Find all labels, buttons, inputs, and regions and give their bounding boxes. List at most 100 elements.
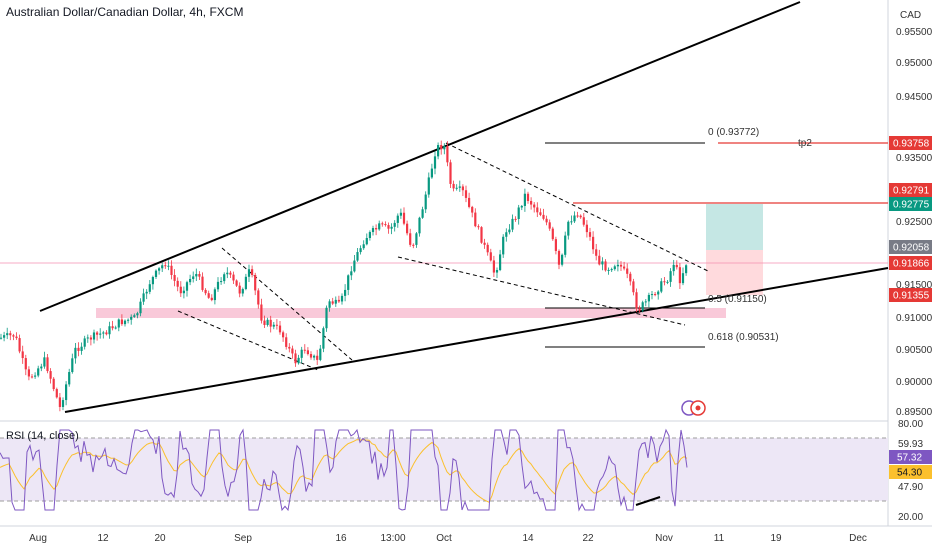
candle-body — [418, 217, 421, 234]
candle-body — [18, 338, 21, 352]
candle-body — [610, 269, 613, 271]
candle-body — [368, 232, 371, 239]
rsi-tick-label: 20.00 — [898, 512, 923, 523]
candle-body — [127, 319, 130, 321]
candle-body — [402, 212, 406, 224]
price-tag-label: 0.93758 — [893, 139, 930, 150]
price-axis[interactable]: 0.955000.950000.945000.935000.930000.925… — [889, 27, 932, 418]
price-tag-label: 0.91866 — [893, 259, 930, 270]
event-icons[interactable] — [681, 400, 706, 416]
candle-body — [241, 289, 244, 294]
candle-body — [46, 357, 49, 372]
time-tick-label: 20 — [154, 533, 166, 544]
candle-body — [582, 217, 585, 225]
candle-body — [120, 319, 123, 325]
candle-body — [117, 319, 120, 328]
candle-body — [421, 209, 424, 218]
candle-body — [235, 280, 238, 286]
candle-body — [189, 278, 192, 283]
time-axis[interactable]: Aug 12 20 Sep 16 13:00 Oct 14 22 Nov 11 19 Dec — [29, 533, 867, 544]
candle-body — [3, 335, 6, 338]
price-tick-label: 0.95500 — [896, 27, 932, 38]
price-tick-label: 0.89500 — [896, 407, 932, 418]
price-tag — [889, 256, 932, 270]
candle-body — [195, 273, 198, 277]
rsi-tick-label: 59.93 — [898, 439, 923, 450]
time-tick-label: 14 — [522, 533, 534, 544]
candle-body — [148, 284, 151, 292]
candle-body — [415, 233, 418, 245]
candle-body — [588, 232, 592, 237]
candle-body — [102, 332, 105, 334]
candle-body — [542, 214, 545, 219]
rsi-value-tag — [889, 465, 932, 479]
candle-body — [71, 358, 74, 373]
candle-body — [381, 223, 384, 225]
candle-body — [151, 277, 154, 285]
candle-body — [567, 221, 570, 236]
candle-body — [371, 228, 375, 233]
candle-body — [458, 186, 461, 188]
candle-body — [660, 281, 663, 292]
time-tick-label: Oct — [436, 533, 452, 544]
candle-body — [406, 223, 409, 234]
candle-body — [86, 337, 89, 339]
candle-body — [396, 215, 399, 223]
candle-body — [443, 146, 446, 150]
candle-body — [319, 348, 322, 360]
candle-body — [291, 348, 294, 354]
candle-body — [282, 332, 285, 338]
candle-body — [632, 281, 635, 293]
candle-body — [80, 346, 83, 351]
rsi-tick-label: 80.00 — [898, 419, 923, 430]
candle-body — [263, 320, 266, 325]
currency-label: CAD — [900, 10, 921, 21]
candle-body — [663, 281, 666, 283]
price-tag — [889, 288, 932, 302]
candle-body — [474, 212, 477, 227]
candle-body — [585, 224, 588, 233]
price-tick-label: 0.95000 — [896, 58, 932, 69]
candle-body — [49, 371, 52, 379]
candle-body — [455, 187, 458, 189]
candle-body — [340, 295, 344, 302]
rsi-value-label: 54.30 — [897, 468, 922, 479]
candle-body — [545, 218, 548, 223]
candle-body — [579, 215, 582, 218]
price-tag — [889, 197, 932, 211]
candle-body — [9, 333, 12, 336]
candle-body — [666, 281, 669, 283]
candle-body — [570, 221, 573, 223]
price-tag — [889, 240, 932, 254]
candle-body — [409, 233, 412, 245]
price-tick-label: 0.92500 — [896, 217, 932, 228]
candle-body — [514, 218, 517, 220]
chart-title: Australian Dollar/Canadian Dollar, 4h, F… — [6, 5, 244, 19]
time-tick-label: 13:00 — [380, 533, 405, 544]
candle-body — [654, 294, 657, 296]
candle-body — [40, 366, 43, 369]
candle-body — [452, 183, 455, 189]
candle-body — [412, 244, 415, 246]
rsi-axis[interactable]: 80.00 59.93 47.90 20.00 57.32 54.30 — [889, 419, 932, 523]
candle-body — [489, 252, 492, 261]
candle-body — [681, 273, 685, 284]
candle-body — [108, 326, 111, 335]
candle-body — [433, 156, 437, 169]
channel-lower-line — [64, 267, 889, 413]
candle-body — [647, 294, 650, 302]
candle-body — [213, 289, 216, 301]
candle-body — [486, 244, 489, 253]
candle-body — [511, 218, 514, 230]
candle-body — [167, 265, 170, 267]
candle-body — [251, 269, 254, 275]
candle-body — [526, 193, 530, 201]
candle-body — [635, 292, 638, 309]
candle-body — [77, 347, 80, 351]
candle-body — [288, 346, 291, 349]
candle-body — [223, 274, 226, 282]
price-tag-label: 0.91355 — [893, 291, 930, 302]
candle-body — [669, 271, 672, 282]
candle-body — [0, 337, 3, 339]
